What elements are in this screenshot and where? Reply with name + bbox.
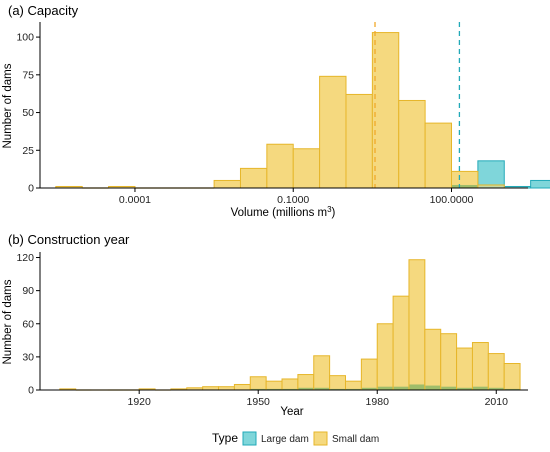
construction-year-overlap-bar: [488, 387, 504, 390]
capacity-small-dam-bar: [398, 99, 426, 189]
construction-year-y-axis-title: Number of dams: [2, 279, 14, 364]
capacity-small-dam-bar: [213, 179, 241, 189]
construction-year-overlap-bar: [409, 384, 425, 390]
construction-year-small-dam-bar: [424, 328, 442, 391]
construction-year-x-axis-title: Year: [280, 406, 303, 418]
legend-label-large-dam: Large dam: [261, 434, 309, 445]
construction-year-overlap-bar: [361, 387, 377, 390]
construction-year-small-dam-bar: [281, 378, 299, 391]
construction-year-y-tick-label: 120: [16, 252, 34, 264]
capacity-small-dam-bar: [424, 122, 453, 189]
panel-capacity: (a) Capacity 0 25 50 75 100 0.0001 0.1000 100.…: [2, 3, 550, 219]
construction-year-overlap-bar: [441, 386, 457, 390]
capacity-small-dam-bar: [266, 143, 294, 189]
capacity-y-tick-label: 25: [22, 145, 34, 157]
construction-year-overlap-bar: [298, 387, 314, 390]
capacity-large-dam-bar: [530, 179, 550, 189]
construction-year-overlap-bar: [377, 386, 393, 390]
construction-year-overlap-bar: [504, 388, 520, 390]
legend-label-small-dam: Small dam: [332, 434, 379, 445]
capacity-small-dam-bar: [371, 32, 400, 189]
construction-year-overlap-bar: [472, 386, 488, 390]
construction-year-small-dam-bar: [487, 353, 505, 391]
capacity-y-axis-title: Number of dams: [2, 63, 14, 148]
construction-year-small-dam-bar: [392, 295, 410, 391]
construction-year-small-dam-bar: [249, 376, 267, 391]
construction-year-small-dam-bar: [503, 363, 521, 391]
construction-year-y-tick-label: 0: [28, 385, 34, 397]
construction-year-overlap-bar: [330, 388, 345, 390]
construction-year-overlap-bar: [282, 388, 298, 390]
panel-construction-year: (b) Construction year 0 30 60 90 120 1920 195…: [2, 232, 528, 418]
construction-year-y-tick-label: 30: [22, 351, 34, 363]
construction-year-bars: [59, 259, 521, 391]
construction-year-small-dam-bar: [265, 380, 283, 391]
construction-year-overlap-bar: [425, 385, 441, 390]
legend-title: Type: [212, 431, 238, 445]
capacity-x-tick-label: 0.0001: [119, 194, 151, 206]
construction-year-small-dam-bar: [233, 383, 251, 391]
construction-year-x-tick-label: 1950: [247, 396, 271, 408]
construction-year-overlap-bar: [393, 386, 409, 390]
capacity-y-tick-label: 75: [22, 69, 34, 81]
construction-year-small-dam-bar: [471, 342, 489, 391]
capacity-bars: [55, 32, 550, 189]
construction-year-y-tick-label: 90: [22, 285, 34, 297]
construction-year-small-dam-bar: [297, 374, 315, 391]
construction-year-overlap-bar: [250, 388, 266, 390]
construction-year-small-dam-bar: [408, 259, 426, 391]
construction-year-y-ticks: 0 30 60 90 120: [16, 252, 40, 397]
construction-year-small-dam-bar: [456, 347, 473, 391]
capacity-y-tick-label: 50: [22, 107, 34, 119]
capacity-x-axis-title: Volume (millions m3): [231, 205, 336, 219]
construction-year-x-ticks: 1920 1950 1980 2010: [128, 390, 509, 408]
capacity-x-tick-label: 0.1000: [277, 194, 309, 206]
legend: Type Large dam Small dam: [212, 431, 379, 446]
legend-swatch-large-dam: [242, 431, 257, 446]
capacity-small-dam-bar: [345, 93, 373, 189]
construction-year-small-dam-bar: [344, 380, 362, 391]
construction-year-title: (b) Construction year: [8, 232, 130, 247]
construction-year-overlap-bar: [457, 387, 472, 390]
capacity-small-dam-bar: [239, 167, 268, 189]
capacity-title: (a) Capacity: [8, 3, 79, 18]
capacity-large-dam-bar: [477, 160, 505, 189]
capacity-x-ticks: 0.0001 0.1000 100.0000: [119, 188, 474, 206]
construction-year-x-tick-label: 2010: [485, 396, 509, 408]
construction-year-y-tick-label: 60: [22, 318, 34, 330]
capacity-small-dam-bar: [319, 75, 347, 189]
capacity-y-ticks: 0 25 50 75 100: [16, 32, 40, 195]
capacity-overlap-bar: [452, 184, 478, 188]
construction-year-small-dam-bar: [329, 375, 346, 391]
construction-year-small-dam-bar: [313, 355, 331, 391]
construction-year-x-tick-label: 1980: [366, 396, 390, 408]
legend-swatch-small-dam: [313, 431, 328, 446]
capacity-y-tick-label: 0: [28, 183, 34, 195]
construction-year-overlap-bar: [345, 388, 361, 390]
construction-year-overlap-bar: [314, 387, 330, 390]
construction-year-small-dam-bar: [360, 358, 378, 391]
construction-year-overlap-bar: [266, 388, 282, 390]
construction-year-small-dam-bar: [376, 323, 394, 391]
capacity-y-tick-label: 100: [16, 32, 34, 44]
capacity-reference-lines: [374, 22, 461, 188]
capacity-small-dam-bar: [292, 148, 321, 189]
construction-year-x-tick-label: 1920: [128, 396, 152, 408]
capacity-x-tick-label: 100.0000: [430, 194, 474, 206]
construction-year-small-dam-bar: [440, 333, 458, 391]
